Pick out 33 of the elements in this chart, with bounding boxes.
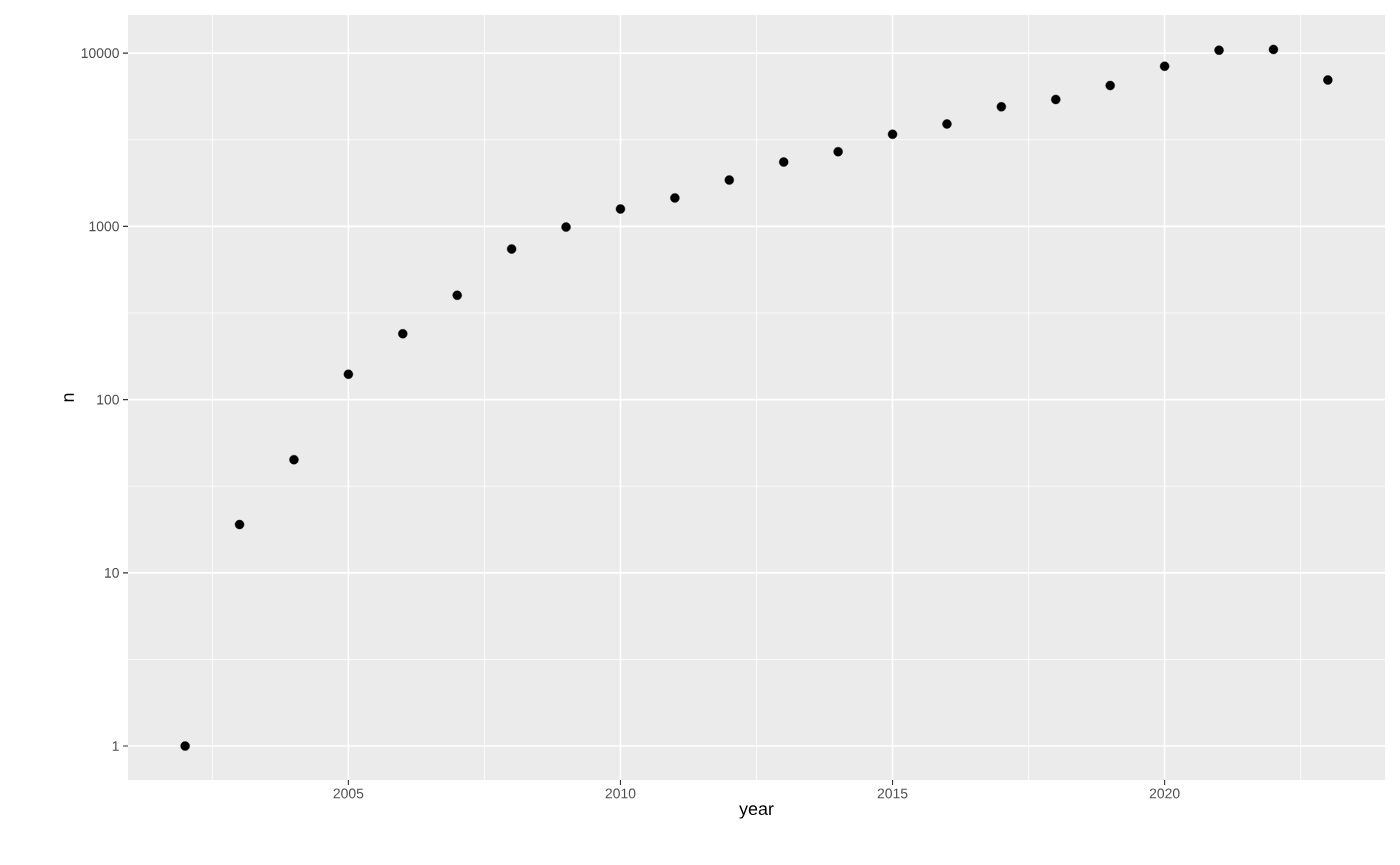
x-axis-title: year (739, 805, 774, 819)
point (1214, 45, 1224, 55)
y-tick-label: 1 (112, 741, 119, 751)
point (561, 222, 571, 232)
x-tick-label: 2005 (333, 788, 364, 799)
point (398, 329, 408, 339)
point (1323, 75, 1333, 85)
x-tick-label: 2020 (1149, 788, 1180, 799)
y-tick-label: 1000 (89, 221, 119, 232)
x-tick-label: 2015 (877, 788, 908, 799)
point (180, 741, 190, 751)
y-tick-label: 100 (97, 394, 119, 405)
point (1268, 44, 1279, 55)
y-axis-title: n (64, 393, 74, 402)
y-tick-label: 10000 (81, 48, 119, 59)
point (996, 102, 1007, 112)
y-tick-label: 10 (105, 567, 119, 578)
point (887, 129, 898, 139)
point (779, 157, 789, 167)
x-tick-label: 2010 (605, 788, 636, 799)
point (615, 204, 626, 214)
point (942, 119, 952, 129)
point (1105, 80, 1115, 91)
point (1159, 61, 1170, 71)
point (234, 519, 245, 530)
point (1051, 94, 1061, 105)
point (506, 244, 517, 254)
point (724, 175, 734, 185)
point (343, 369, 354, 379)
point (452, 290, 462, 300)
point (289, 454, 299, 465)
point (833, 146, 843, 157)
point (670, 193, 680, 203)
